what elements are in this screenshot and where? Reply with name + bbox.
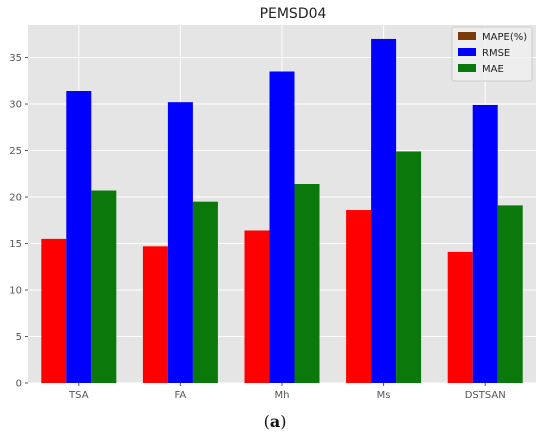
bar-rmse <box>66 91 92 383</box>
bar-mae <box>497 205 523 383</box>
legend: MAPE(%) RMSE MAE <box>451 26 533 82</box>
x-axis: TSA FA Mh Ms DSTSAN <box>68 383 506 401</box>
bar-rmse <box>472 104 498 383</box>
bar-mae <box>91 190 117 383</box>
legend-swatch <box>458 48 476 56</box>
y-tick-label: 5 <box>16 332 22 343</box>
bar-mape <box>346 210 372 383</box>
x-tick-label: TSA <box>68 390 89 401</box>
y-tick-label: 0 <box>16 379 22 390</box>
y-tick-label: 15 <box>9 239 22 250</box>
x-tick-label: FA <box>175 390 187 401</box>
bar-mape <box>142 246 168 383</box>
bar-rmse <box>371 38 397 383</box>
x-tick-label: Mh <box>275 390 290 401</box>
y-tick-label: 20 <box>9 193 22 204</box>
caption-open: ( <box>263 412 270 431</box>
y-tick-label: 25 <box>9 146 22 157</box>
legend-swatch <box>458 64 476 72</box>
bar-mae <box>192 201 218 383</box>
y-tick-label: 35 <box>9 53 22 64</box>
caption-letter: a <box>269 412 281 431</box>
y-tick-label: 30 <box>9 100 22 111</box>
caption-close: ) <box>280 412 287 431</box>
figure-caption: (a) <box>0 412 550 431</box>
x-tick-label: DSTSAN <box>465 390 506 401</box>
bar-rmse <box>269 71 295 384</box>
bar-mape <box>41 238 67 383</box>
x-tick-label: Ms <box>377 390 391 401</box>
y-axis: 0 5 10 15 20 25 30 35 <box>9 53 28 390</box>
bar-mae <box>396 151 422 383</box>
legend-label: MAPE(%) <box>482 32 527 43</box>
legend-swatch <box>458 32 476 40</box>
legend-label: RMSE <box>482 48 510 59</box>
chart-title: PEMSD04 <box>260 6 327 22</box>
legend-label: MAE <box>482 64 504 75</box>
y-tick-label: 10 <box>9 286 22 297</box>
bar-mape <box>244 230 270 383</box>
bar-mape <box>447 251 473 383</box>
bar-mae <box>294 184 320 383</box>
bar-rmse <box>167 102 193 383</box>
bars <box>41 38 523 384</box>
